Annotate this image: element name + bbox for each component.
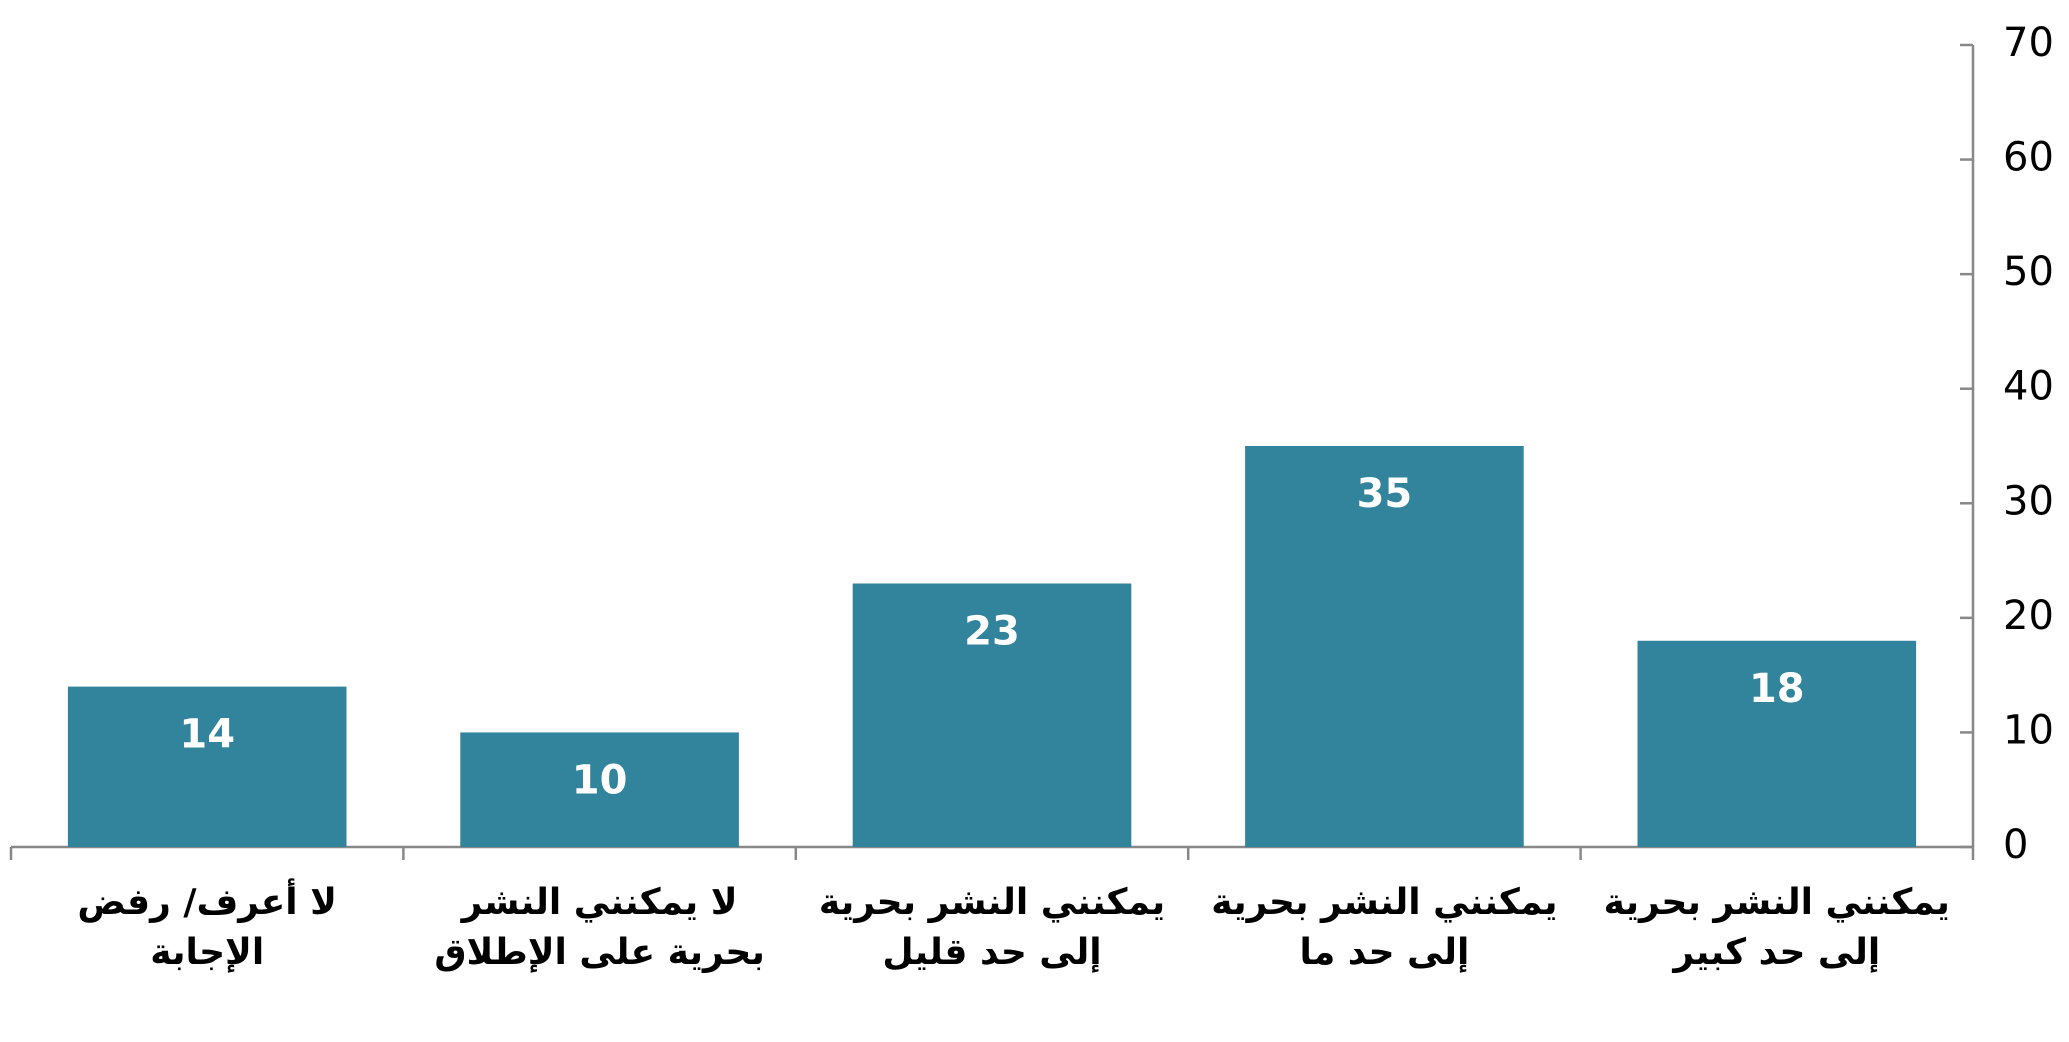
bar — [1637, 640, 1917, 847]
y-tick-label: 30 — [2003, 478, 2054, 524]
y-tick-label: 40 — [2003, 364, 2054, 410]
bar — [460, 732, 739, 847]
x-tick-label: يمكنني النشر بحرية إلى حد ما — [1211, 882, 1558, 973]
bar — [1245, 446, 1524, 847]
y-tick-label: 70 — [2003, 20, 2054, 66]
x-tick-label: لا أعرف/ رفض الإجابة — [77, 882, 337, 973]
x-tick-label: يمكنني النشر بحرية إلى حد كبير — [1603, 882, 1950, 973]
y-tick-label: 20 — [2003, 593, 2054, 639]
value-label: 10 — [572, 757, 628, 803]
x-tick-label: لا يمكنني النشر بحرية على الإطلاق — [434, 882, 765, 973]
bar — [852, 583, 1132, 847]
x-tick-label: يمكنني النشر بحرية إلى حد قليل — [818, 882, 1166, 973]
y-tick-label: 60 — [2003, 135, 2054, 181]
value-label: 14 — [179, 712, 235, 758]
value-label: 23 — [964, 608, 1020, 654]
y-tick-label: 0 — [2003, 822, 2028, 868]
value-label: 18 — [1749, 666, 1805, 712]
bar — [67, 686, 347, 847]
value-label: 35 — [1357, 471, 1413, 517]
y-tick-label: 10 — [2003, 707, 2054, 753]
y-tick-label: 50 — [2003, 249, 2054, 295]
